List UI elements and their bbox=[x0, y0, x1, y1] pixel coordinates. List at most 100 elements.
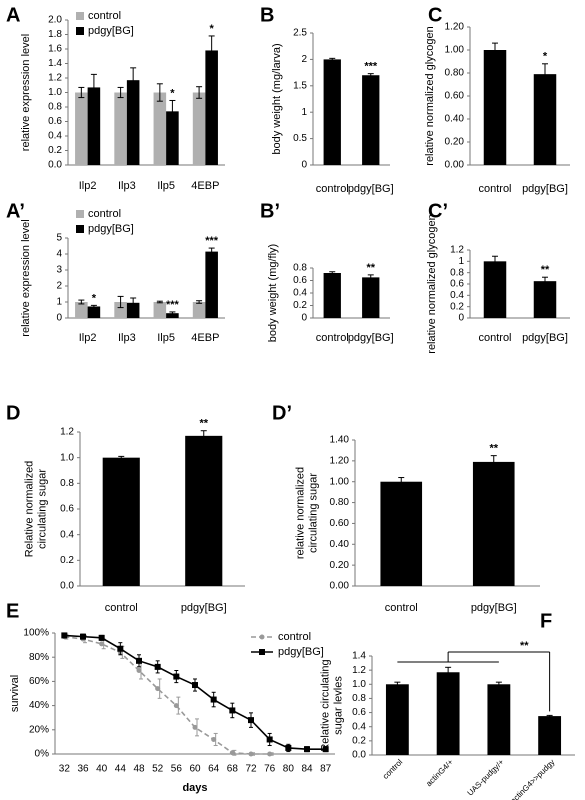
y-axis-label: relative expression level bbox=[20, 219, 32, 336]
x-tick-label: Ilp3 bbox=[118, 332, 136, 344]
marker bbox=[98, 634, 105, 641]
y-tick-label: 1.4 bbox=[352, 651, 366, 662]
marker bbox=[266, 736, 273, 743]
y-tick-label: 0.4 bbox=[352, 721, 366, 732]
y-tick-label: 0.80 bbox=[330, 497, 350, 508]
significance: ** bbox=[520, 640, 529, 652]
marker bbox=[99, 641, 105, 647]
significance: ** bbox=[489, 443, 498, 455]
bar bbox=[102, 457, 140, 586]
marker bbox=[211, 736, 217, 742]
x-tick-label: Ilp2 bbox=[79, 180, 97, 192]
bar bbox=[483, 50, 507, 165]
y-tick-label: 0.8 bbox=[60, 478, 74, 489]
y-tick-label: 0.0 bbox=[60, 581, 74, 592]
marker bbox=[173, 673, 180, 680]
bar bbox=[153, 302, 167, 318]
x-axis-label: days bbox=[182, 782, 207, 794]
x-tick-label: Ilp2 bbox=[79, 332, 97, 344]
bar bbox=[114, 302, 127, 318]
marker bbox=[210, 696, 217, 703]
y-axis-label: circulating sugar bbox=[307, 473, 319, 553]
y-tick-label: 0.20 bbox=[445, 137, 465, 148]
marker bbox=[154, 663, 161, 670]
bar bbox=[185, 435, 223, 586]
marker bbox=[155, 686, 161, 692]
panel-letter: F bbox=[540, 610, 552, 632]
panel-letter: C bbox=[428, 4, 442, 26]
x-tick-label: 87 bbox=[320, 764, 332, 775]
marker bbox=[304, 746, 310, 753]
marker bbox=[322, 746, 329, 753]
y-tick-label: 0.2 bbox=[450, 301, 464, 312]
x-tick-label: control bbox=[381, 757, 405, 781]
y-tick-label: 0.8 bbox=[293, 263, 307, 274]
y-axis-label: body weight (mg/fly) bbox=[267, 244, 279, 342]
y-tick-label: 0 bbox=[301, 160, 307, 171]
bar bbox=[87, 87, 101, 165]
y-tick-label: 1.20 bbox=[445, 22, 465, 33]
y-axis-label: relative normalized bbox=[294, 467, 306, 559]
y-tick-label: 0.8 bbox=[450, 267, 464, 278]
bar bbox=[126, 302, 140, 318]
legend-label: control bbox=[88, 10, 121, 22]
x-tick-label: 4EBP bbox=[191, 332, 219, 344]
bar bbox=[323, 59, 341, 165]
bar bbox=[362, 75, 380, 165]
marker bbox=[192, 724, 198, 730]
y-tick-label: 1.40 bbox=[330, 435, 350, 446]
y-tick-label: 0.8 bbox=[352, 693, 366, 704]
y-tick-label: 1.00 bbox=[445, 45, 465, 56]
y-tick-label: 1.4 bbox=[48, 58, 62, 69]
y-tick-label: 3 bbox=[56, 265, 62, 276]
y-tick-label: 0.20 bbox=[330, 560, 350, 571]
x-tick-label: 80 bbox=[283, 764, 295, 775]
x-tick-label: pdgy[BG] bbox=[471, 602, 517, 614]
significance: *** bbox=[364, 61, 378, 73]
y-tick-label: 0.0 bbox=[48, 160, 62, 171]
y-tick-label: 0.4 bbox=[60, 529, 74, 540]
marker bbox=[285, 744, 292, 751]
panel-letter: E bbox=[6, 600, 19, 622]
x-tick-label: pdgy[BG] bbox=[348, 332, 394, 344]
x-tick-label: pdgy[BG] bbox=[522, 332, 568, 344]
legend-label: pdgy[BG] bbox=[278, 646, 324, 658]
bar bbox=[472, 461, 515, 586]
y-tick-label: 1.2 bbox=[352, 665, 366, 676]
y-tick-label: 1 bbox=[301, 107, 307, 118]
y-tick-label: 0.5 bbox=[293, 133, 307, 144]
legend-marker bbox=[259, 649, 265, 655]
bar bbox=[114, 92, 127, 165]
y-tick-label: 0.2 bbox=[48, 145, 62, 156]
y-tick-label: 0.2 bbox=[352, 735, 366, 746]
y-tick-label: 0.6 bbox=[293, 275, 307, 286]
y-tick-label: 1.20 bbox=[330, 455, 350, 466]
marker bbox=[80, 633, 86, 640]
y-tick-label: 4 bbox=[56, 249, 62, 260]
y-tick-label: 1.2 bbox=[60, 427, 74, 438]
panel-letter: C’ bbox=[428, 200, 448, 222]
legend-swatch bbox=[76, 12, 84, 20]
bar bbox=[487, 684, 511, 755]
y-tick-label: 60% bbox=[29, 676, 49, 687]
x-tick-label: 72 bbox=[245, 764, 257, 775]
y-tick-label: 0.0 bbox=[352, 750, 366, 761]
legend-swatch bbox=[76, 27, 84, 35]
y-tick-label: 0 bbox=[458, 313, 464, 324]
bar bbox=[385, 684, 409, 755]
x-tick-label: control bbox=[316, 332, 349, 344]
x-tick-label: 4EBP bbox=[191, 180, 219, 192]
y-tick-label: 1.2 bbox=[450, 245, 464, 256]
panel-letter: B bbox=[260, 4, 274, 26]
marker bbox=[229, 750, 235, 756]
significance: *** bbox=[205, 235, 219, 247]
bar bbox=[192, 92, 206, 165]
x-tick-label: pdgy[BG] bbox=[181, 602, 227, 614]
y-tick-label: 0.00 bbox=[445, 160, 465, 171]
x-tick-label: 36 bbox=[77, 764, 89, 775]
x-tick-label: Ilp5 bbox=[157, 332, 175, 344]
bar bbox=[380, 481, 423, 586]
x-tick-label: 84 bbox=[301, 764, 313, 775]
marker bbox=[248, 717, 254, 724]
